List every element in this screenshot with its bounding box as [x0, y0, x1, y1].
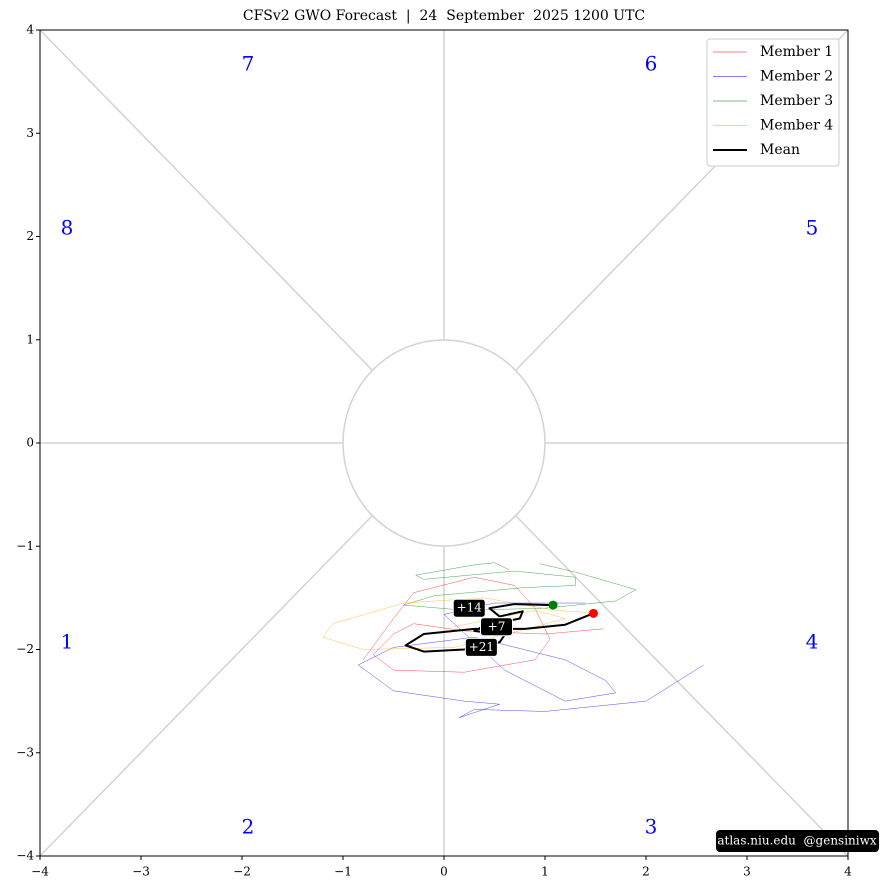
legend-label: Member 3: [760, 93, 833, 109]
trajectory: [357, 602, 704, 718]
phase-label: 7: [242, 52, 255, 76]
legend-label: Member 4: [760, 118, 833, 134]
annotation-box: [480, 617, 514, 637]
annotation-text: +14: [457, 601, 483, 615]
x-tick-label: −3: [132, 865, 150, 879]
y-tick-label: 1: [26, 332, 34, 346]
y-tick-label: −3: [16, 745, 34, 759]
y-tick-label: −2: [16, 642, 34, 656]
chart-title: CFSv2 GWO Forecast | 24 September 2025 1…: [243, 8, 645, 24]
trajectory: [322, 597, 601, 650]
watermark-text: atlas.niu.edu @gensiniwx: [717, 834, 877, 848]
phase-label: 5: [806, 216, 819, 240]
annotation-box: [452, 598, 486, 618]
annotation-box: [464, 637, 498, 657]
y-tick-label: 3: [26, 126, 34, 140]
y-tick-label: 2: [26, 229, 34, 243]
endpoint-marker: [548, 600, 558, 610]
x-tick-label: 0: [440, 865, 448, 879]
endpoint-marker: [588, 608, 598, 618]
y-tick-label: −1: [16, 539, 34, 553]
trajectory: [403, 562, 637, 611]
trajectory: [362, 576, 604, 673]
legend: Member 1 Member 2 Member 3 Member 4 Mean: [706, 38, 840, 167]
x-tick-label: −2: [233, 865, 251, 879]
annotation-text: +7: [488, 619, 506, 633]
y-tick-label: 0: [26, 436, 34, 450]
x-tick-label: 1: [541, 865, 549, 879]
x-tick-label: −4: [31, 865, 49, 879]
legend-label: Mean: [760, 142, 800, 158]
x-tick-label: 2: [642, 865, 650, 879]
watermark-box: [716, 830, 879, 852]
x-tick-label: 3: [743, 865, 751, 879]
phase-label: 6: [645, 52, 658, 76]
watermark: atlas.niu.edu @gensiniwx: [716, 830, 879, 852]
phase-label: 4: [806, 630, 819, 654]
phase-label: 2: [242, 815, 255, 839]
x-tick-label: −1: [334, 865, 352, 879]
x-tick-label: 4: [844, 865, 852, 879]
legend-box: [706, 38, 840, 167]
legend-label: Member 2: [760, 69, 833, 85]
phase-label: 1: [61, 630, 74, 654]
y-tick-label: −4: [16, 849, 34, 863]
legend-label: Member 1: [760, 44, 833, 60]
phase-label: 8: [61, 216, 74, 240]
annotation-text: +21: [469, 640, 494, 654]
phase-label: 3: [645, 815, 658, 839]
y-tick-label: 4: [26, 23, 34, 37]
phase-spokes: [39, 29, 849, 857]
